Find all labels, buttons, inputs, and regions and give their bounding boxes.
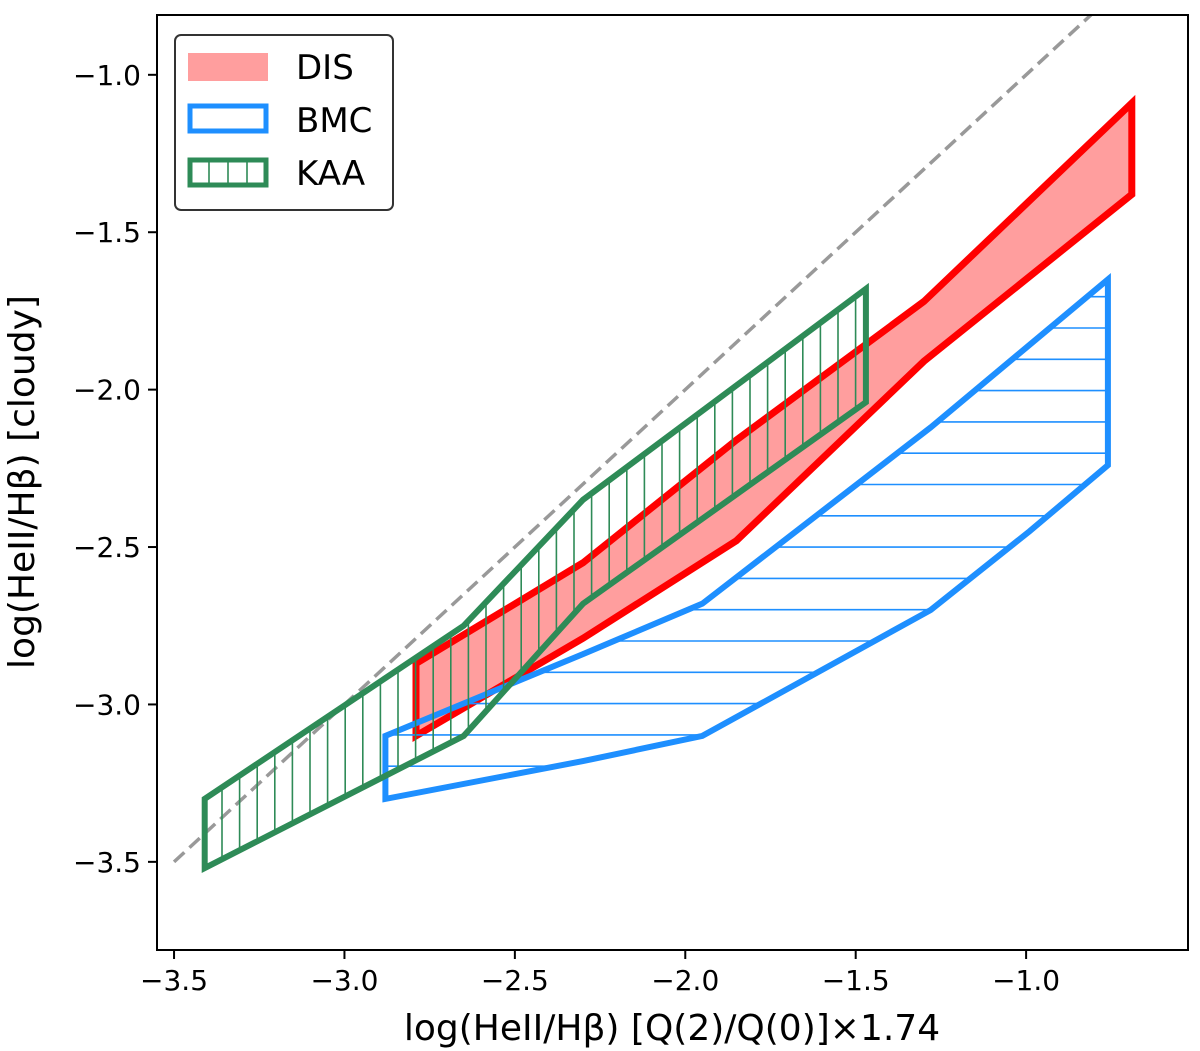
series-bmc-outline (382, 272, 1111, 803)
series-dis-area (412, 94, 1136, 742)
x-tick-label: −3.0 (310, 964, 378, 997)
x-axis: −3.5 −3.0 −2.5 −2.0 −1.5 −1.0 (140, 950, 1060, 997)
y-axis-label: log(HeII/Hβ) [cloudy] (2, 295, 43, 669)
y-tick-label: −1.0 (73, 59, 141, 92)
legend-label-bmc: BMC (296, 101, 372, 141)
y-tick-label: −2.0 (73, 374, 141, 407)
y-axis: −3.5 −3.0 −2.5 −2.0 −1.5 −1.0 (73, 59, 157, 879)
x-tick-label: −3.5 (140, 964, 208, 997)
x-axis-label: log(HeII/Hβ) [Q(2)/Q(0)]×1.74 (404, 1008, 940, 1049)
legend-label-kaa: KAA (296, 154, 365, 194)
x-tick-label: −1.5 (822, 964, 890, 997)
y-tick-label: −3.0 (73, 688, 141, 721)
x-tick-label: −2.5 (481, 964, 549, 997)
legend-swatch-dis (188, 53, 268, 81)
y-tick-label: −3.5 (73, 846, 141, 879)
y-tick-label: −1.5 (73, 216, 141, 249)
y-tick-label: −2.5 (73, 531, 141, 564)
legend-swatch-kaa (187, 157, 269, 188)
legend-swatch-bmc (187, 103, 269, 134)
legend-swatch-kaa-hatch (208, 160, 248, 185)
legend: DIS BMC KAA (174, 34, 394, 211)
legend-label-dis: DIS (296, 48, 354, 88)
x-tick-label: −1.0 (992, 964, 1060, 997)
x-tick-label: −2.0 (651, 964, 719, 997)
series-kaa-outline (201, 282, 869, 873)
plot-frame (156, 14, 1189, 951)
